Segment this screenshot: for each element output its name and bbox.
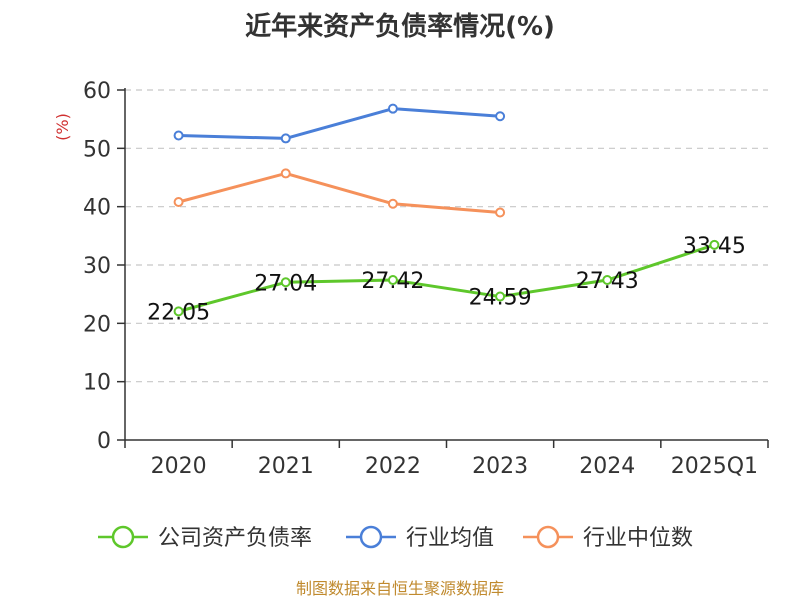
data-point[interactable] (280, 133, 291, 144)
y-axis-label: (%) (53, 113, 72, 141)
x-tick-label: 2024 (579, 454, 635, 479)
data-label: 33.45 (683, 234, 746, 259)
legend-item[interactable]: 行业中位数 (523, 525, 693, 551)
y-tick-label: 20 (83, 312, 111, 337)
series-3 (173, 168, 506, 218)
legend[interactable]: 公司资产负债率 行业均值 行业中位数 (98, 525, 693, 551)
series-line (178, 171, 501, 214)
data-point[interactable] (173, 197, 184, 207)
data-point[interactable] (280, 168, 291, 179)
data-point[interactable] (387, 198, 398, 209)
source-note: 制图数据来自恒生聚源数据库 (296, 579, 504, 598)
legend-marker (359, 525, 383, 549)
data-labels: 22.05 27.04 27.42 24.59 27.43 33.45 (147, 234, 746, 326)
x-tick-label: 2021 (258, 454, 314, 479)
y-tick-label: 60 (83, 79, 111, 104)
data-point[interactable] (280, 277, 291, 288)
data-label: 27.42 (361, 269, 424, 294)
grid-lines (125, 89, 768, 383)
y-tick-label: 40 (83, 196, 111, 221)
data-point[interactable] (387, 275, 398, 286)
data-point[interactable] (709, 239, 720, 250)
data-point[interactable] (173, 130, 184, 141)
data-point[interactable] (387, 103, 398, 114)
y-tick-label: 0 (97, 429, 111, 454)
series-line (178, 243, 715, 313)
data-label: 27.43 (576, 269, 639, 294)
x-tick-label: 2023 (472, 454, 528, 479)
x-tick-label: 2025Q1 (671, 454, 758, 479)
data-point[interactable] (495, 111, 506, 122)
data-point[interactable] (173, 306, 184, 317)
x-tick-label: 2020 (151, 454, 207, 479)
legend-label: 公司资产负债率 (158, 526, 312, 551)
data-label: 24.59 (469, 286, 532, 311)
data-point[interactable] (495, 291, 506, 302)
series-lines (173, 103, 720, 317)
series-1 (173, 239, 720, 317)
legend-label: 行业中位数 (583, 526, 693, 551)
x-tick-label: 2022 (365, 454, 421, 479)
legend-label: 行业均值 (406, 526, 494, 551)
axes: 0 10 20 30 40 50 60 2020 2021 2022 2023 2024 2025Q1 (83, 79, 769, 479)
series-line (178, 107, 501, 140)
data-label: 22.05 (147, 300, 210, 325)
legend-item[interactable]: 行业均值 (346, 525, 494, 551)
y-tick-label: 10 (83, 371, 111, 396)
data-point[interactable] (602, 274, 613, 285)
y-tick-label: 30 (83, 254, 111, 279)
y-tick-label: 50 (83, 137, 111, 162)
legend-item[interactable]: 公司资产负债率 (98, 525, 312, 551)
series-2 (173, 103, 506, 144)
legend-marker (536, 525, 560, 549)
chart-title: 近年来资产负债率情况(%) (245, 11, 555, 42)
data-point[interactable] (495, 207, 506, 218)
legend-marker (111, 525, 135, 549)
data-label: 27.04 (254, 271, 317, 296)
